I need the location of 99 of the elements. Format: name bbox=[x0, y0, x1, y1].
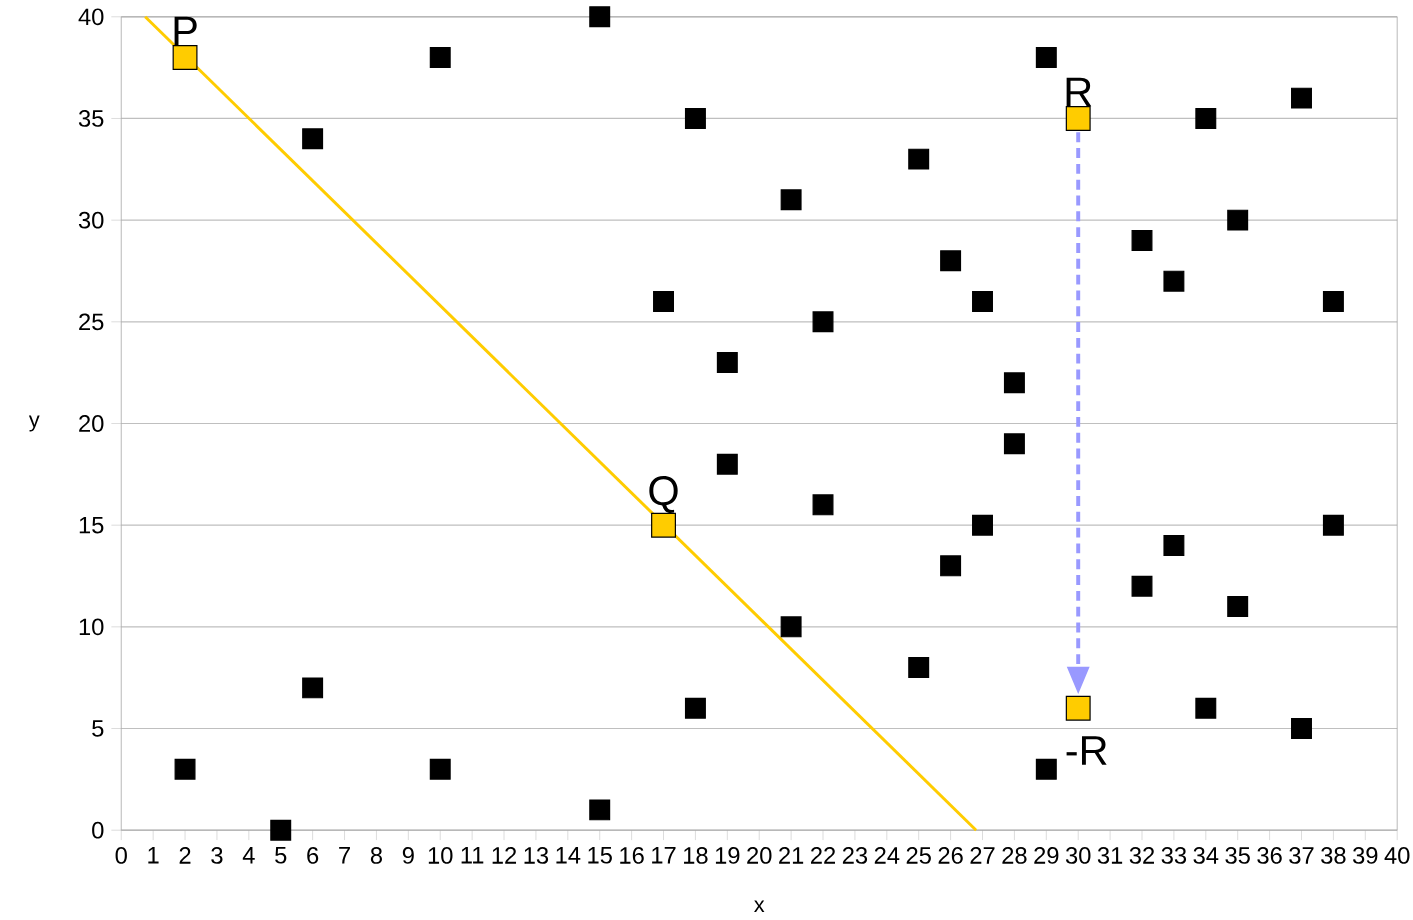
x-tick-label: 6 bbox=[307, 847, 319, 864]
x-tick-label: 1 bbox=[148, 847, 159, 864]
x-tick-label: 23 bbox=[842, 847, 868, 864]
point bbox=[1131, 229, 1153, 251]
x-axis-title: x bbox=[754, 900, 765, 912]
x-tick-label: 11 bbox=[461, 847, 484, 864]
y-tick-label: 35 bbox=[78, 110, 104, 127]
point bbox=[716, 351, 738, 373]
y-tick-label: 20 bbox=[79, 415, 104, 432]
x-tick-label: 7 bbox=[339, 847, 350, 864]
x-tick-label: 40 bbox=[1384, 847, 1410, 864]
x-tick-label: 37 bbox=[1289, 847, 1314, 864]
point bbox=[1035, 758, 1057, 780]
x-tick-label: 25 bbox=[906, 847, 931, 864]
point bbox=[780, 616, 802, 638]
x-tick-label: 16 bbox=[620, 847, 644, 864]
annotation: P bbox=[174, 16, 197, 46]
y-tick-label: 15 bbox=[79, 516, 104, 534]
x-tick-label: 0 bbox=[115, 847, 127, 864]
point bbox=[1227, 595, 1249, 617]
x-tick-label: 38 bbox=[1321, 847, 1346, 864]
point bbox=[972, 514, 993, 536]
point bbox=[429, 758, 451, 780]
x-tick-label: 4 bbox=[242, 847, 255, 864]
point bbox=[940, 555, 962, 577]
point bbox=[1291, 87, 1312, 109]
point bbox=[716, 453, 738, 475]
point bbox=[1195, 697, 1217, 719]
point bbox=[972, 290, 993, 312]
y-tick-label: 40 bbox=[78, 8, 104, 26]
point bbox=[684, 697, 706, 719]
x-tick-label: 3 bbox=[211, 847, 223, 864]
point bbox=[653, 290, 675, 312]
point bbox=[684, 107, 706, 129]
y-axis-title: y bbox=[28, 415, 40, 432]
point bbox=[908, 148, 930, 170]
x-tick-label: 8 bbox=[370, 847, 382, 864]
x-tick-label: 24 bbox=[874, 847, 900, 864]
y-tick-label: 25 bbox=[79, 313, 104, 331]
point bbox=[302, 128, 324, 150]
point bbox=[1227, 209, 1249, 231]
annotation: -R bbox=[1066, 736, 1107, 765]
point bbox=[1003, 372, 1025, 394]
x-tick-label: 30 bbox=[1065, 847, 1091, 864]
point bbox=[1291, 717, 1312, 739]
x-tick-label: 32 bbox=[1129, 847, 1154, 864]
point bbox=[589, 799, 611, 821]
point bbox=[1322, 514, 1344, 536]
x-tick-label: 28 bbox=[1002, 847, 1027, 864]
point bbox=[1003, 433, 1025, 455]
point bbox=[1035, 46, 1057, 68]
x-tick-label: 2 bbox=[179, 847, 191, 864]
x-tick-label: 21 bbox=[779, 847, 804, 864]
point bbox=[780, 189, 802, 211]
y-tick-label: 5 bbox=[92, 720, 104, 737]
x-tick-label: 14 bbox=[556, 847, 581, 864]
x-tick-label: 33 bbox=[1161, 847, 1187, 864]
point bbox=[270, 819, 292, 841]
x-tick-label: 12 bbox=[492, 847, 517, 864]
point bbox=[1065, 105, 1091, 131]
point bbox=[1163, 534, 1185, 556]
point bbox=[1163, 270, 1185, 292]
x-tick-label: 22 bbox=[811, 847, 836, 864]
point bbox=[1322, 290, 1344, 312]
point bbox=[1131, 575, 1153, 597]
point bbox=[908, 656, 930, 678]
point bbox=[589, 6, 611, 28]
point bbox=[1195, 107, 1217, 129]
x-tick-label: 27 bbox=[970, 847, 995, 864]
annotation: R bbox=[1066, 77, 1092, 107]
y-tick-label: 30 bbox=[78, 211, 104, 229]
y-tick-label: 10 bbox=[79, 618, 104, 636]
point bbox=[172, 44, 198, 70]
point bbox=[940, 250, 962, 272]
x-tick-label: 19 bbox=[715, 847, 740, 864]
y-tick-label: 0 bbox=[92, 821, 104, 839]
point bbox=[174, 758, 196, 780]
point bbox=[812, 494, 834, 516]
x-tick-label: 10 bbox=[428, 847, 453, 864]
x-tick-label: 36 bbox=[1257, 847, 1282, 864]
x-tick-label: 5 bbox=[275, 847, 287, 864]
point bbox=[1065, 695, 1091, 721]
x-tick-label: 31 bbox=[1097, 847, 1123, 864]
x-tick-label: 13 bbox=[524, 847, 549, 864]
point bbox=[651, 512, 676, 538]
x-tick-label: 18 bbox=[684, 847, 708, 864]
x-tick-label: 17 bbox=[652, 847, 676, 864]
annotation: Q bbox=[649, 476, 678, 513]
x-tick-label: 34 bbox=[1193, 847, 1219, 864]
x-tick-label: 29 bbox=[1034, 847, 1059, 864]
x-tick-label: 15 bbox=[588, 847, 612, 864]
x-tick-label: 9 bbox=[402, 847, 414, 864]
point bbox=[812, 311, 834, 333]
x-tick-label: 35 bbox=[1225, 847, 1250, 864]
x-tick-label: 20 bbox=[747, 847, 772, 864]
x-tick-label: 39 bbox=[1353, 847, 1378, 864]
x-tick-label: 26 bbox=[938, 847, 963, 864]
point bbox=[429, 46, 451, 68]
point bbox=[302, 677, 324, 699]
